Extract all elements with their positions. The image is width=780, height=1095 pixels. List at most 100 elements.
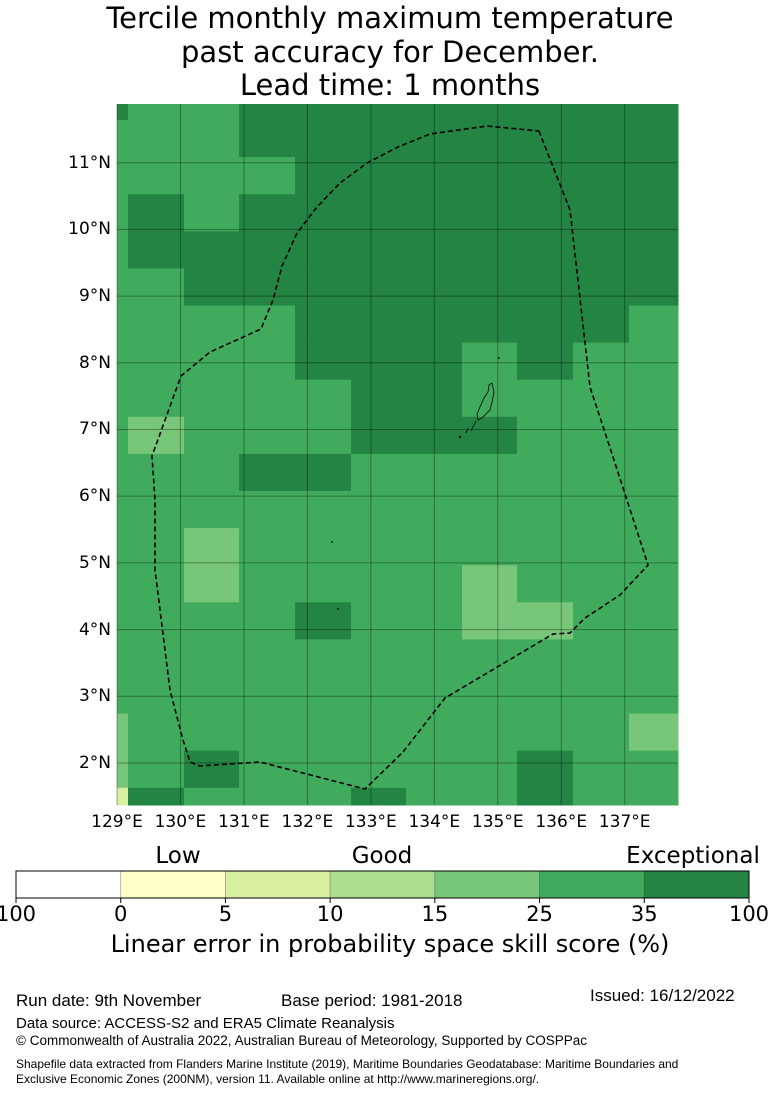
- grid-cell: [517, 676, 574, 715]
- colorbar-segment: [225, 870, 331, 899]
- grid-cell: [406, 713, 463, 752]
- grid-cell: [517, 565, 574, 603]
- grid-cell: [462, 231, 518, 269]
- lat-label: 5°N: [78, 552, 111, 573]
- grid-cell: [351, 104, 407, 121]
- lat-label: 10°N: [68, 219, 111, 240]
- grid-cell: [406, 342, 463, 381]
- grid-cell: [462, 750, 518, 789]
- data-source: Data source: ACCESS-S2 and ERA5 Climate …: [16, 1015, 395, 1032]
- grid-cell: [573, 750, 630, 789]
- grid-cell: [184, 491, 240, 529]
- grid-cell: [406, 750, 463, 789]
- grid-cell: [517, 750, 574, 789]
- grid-cell: [573, 194, 630, 232]
- lat-label: 6°N: [78, 486, 111, 507]
- grid-cell: [406, 379, 463, 418]
- lat-label: 11°N: [68, 152, 111, 173]
- grid-cell: [629, 157, 679, 195]
- grid-cell: [406, 528, 463, 566]
- grid-cell: [406, 104, 463, 121]
- grid-cell: [128, 305, 185, 344]
- grid-cell: [629, 602, 679, 640]
- issued-date: Issued: 16/12/2022: [590, 986, 735, 1005]
- grid-cell: [128, 528, 185, 566]
- grid-cell: [517, 305, 574, 344]
- grid-cell: [351, 453, 407, 492]
- colorbar-tick-label: 100: [728, 902, 770, 926]
- grid-cell: [517, 231, 574, 269]
- eez-boundary: [151, 125, 649, 790]
- grid-cell: [295, 342, 352, 381]
- grid-cell: [239, 379, 296, 418]
- grid-cell: [128, 639, 185, 677]
- grid-cell: [462, 104, 518, 121]
- grid-cell: [117, 565, 129, 603]
- grid-cell: [117, 120, 129, 158]
- grid-cell: [351, 787, 407, 806]
- grid-cell: [629, 676, 679, 715]
- grid-cell: [184, 787, 240, 806]
- grid-cell: [239, 231, 296, 269]
- grid-cell: [573, 713, 630, 752]
- colorbar-tick-label: 35: [630, 902, 658, 926]
- grid-cell: [351, 342, 407, 381]
- grid-cell: [295, 491, 352, 529]
- grid-cell: [462, 379, 518, 418]
- grid-cell: [517, 379, 574, 418]
- grid-cell: [406, 453, 463, 492]
- grid-cell: [573, 231, 630, 269]
- grid-cell: [239, 342, 296, 381]
- grid-cell: [517, 342, 574, 381]
- grid-cell: [117, 528, 129, 566]
- grid-cell: [239, 602, 296, 640]
- grid-cell: [117, 157, 129, 195]
- grid-cell: [351, 491, 407, 529]
- grid-cell: [351, 268, 407, 306]
- shapefile-credit-2: Exclusive Economic Zones (200NM), versio…: [16, 1072, 540, 1086]
- grid-cell: [295, 416, 352, 455]
- colorbar-tick-label: 15: [421, 902, 449, 926]
- grid-cell: [629, 528, 679, 566]
- grid-cell: [184, 713, 240, 752]
- grid-cell: [239, 416, 296, 455]
- grid-cell: [573, 565, 630, 603]
- grid-cell: [128, 416, 185, 455]
- palau-islands: [331, 357, 500, 610]
- legend-category-exceptional: Exceptional: [626, 843, 760, 869]
- grid-cell: [351, 379, 407, 418]
- grid-cell: [184, 528, 240, 566]
- lon-label: 130°E: [154, 812, 207, 832]
- grid-cell: [629, 453, 679, 492]
- grid-cell: [128, 157, 185, 195]
- grid-cell: [184, 268, 240, 306]
- grid-cell: [517, 787, 574, 806]
- grid-cell: [629, 491, 679, 529]
- grid-cell: [462, 305, 518, 344]
- grid-cell: [462, 787, 518, 806]
- grid-cell: [462, 565, 518, 603]
- grid-cell: [517, 602, 574, 640]
- lon-label: 133°E: [344, 812, 397, 832]
- grid-cell: [117, 104, 129, 121]
- colorbar-tick-label: 25: [526, 902, 553, 926]
- colorbar-segment: [539, 870, 645, 899]
- grid-cell: [517, 120, 574, 158]
- grid-cell: [295, 157, 352, 195]
- grid-cell: [128, 713, 185, 752]
- colorbar-segment: [120, 870, 226, 899]
- grid-cell: [239, 120, 296, 158]
- grid-cell: [117, 787, 129, 806]
- colorbar-segment: [643, 870, 750, 899]
- grid-cell: [517, 157, 574, 195]
- grid-cell: [629, 565, 679, 603]
- grid-cell: [629, 268, 679, 306]
- grid-cell: [117, 305, 129, 344]
- run-date: Run date: 9th November: [16, 991, 202, 1010]
- grid-cell: [184, 194, 240, 232]
- title-line-3: Lead time: 1 months: [239, 68, 541, 102]
- grid-cell: [295, 305, 352, 344]
- grid-cell: [117, 639, 129, 677]
- grid-cell: [351, 565, 407, 603]
- grid-cell: [128, 120, 185, 158]
